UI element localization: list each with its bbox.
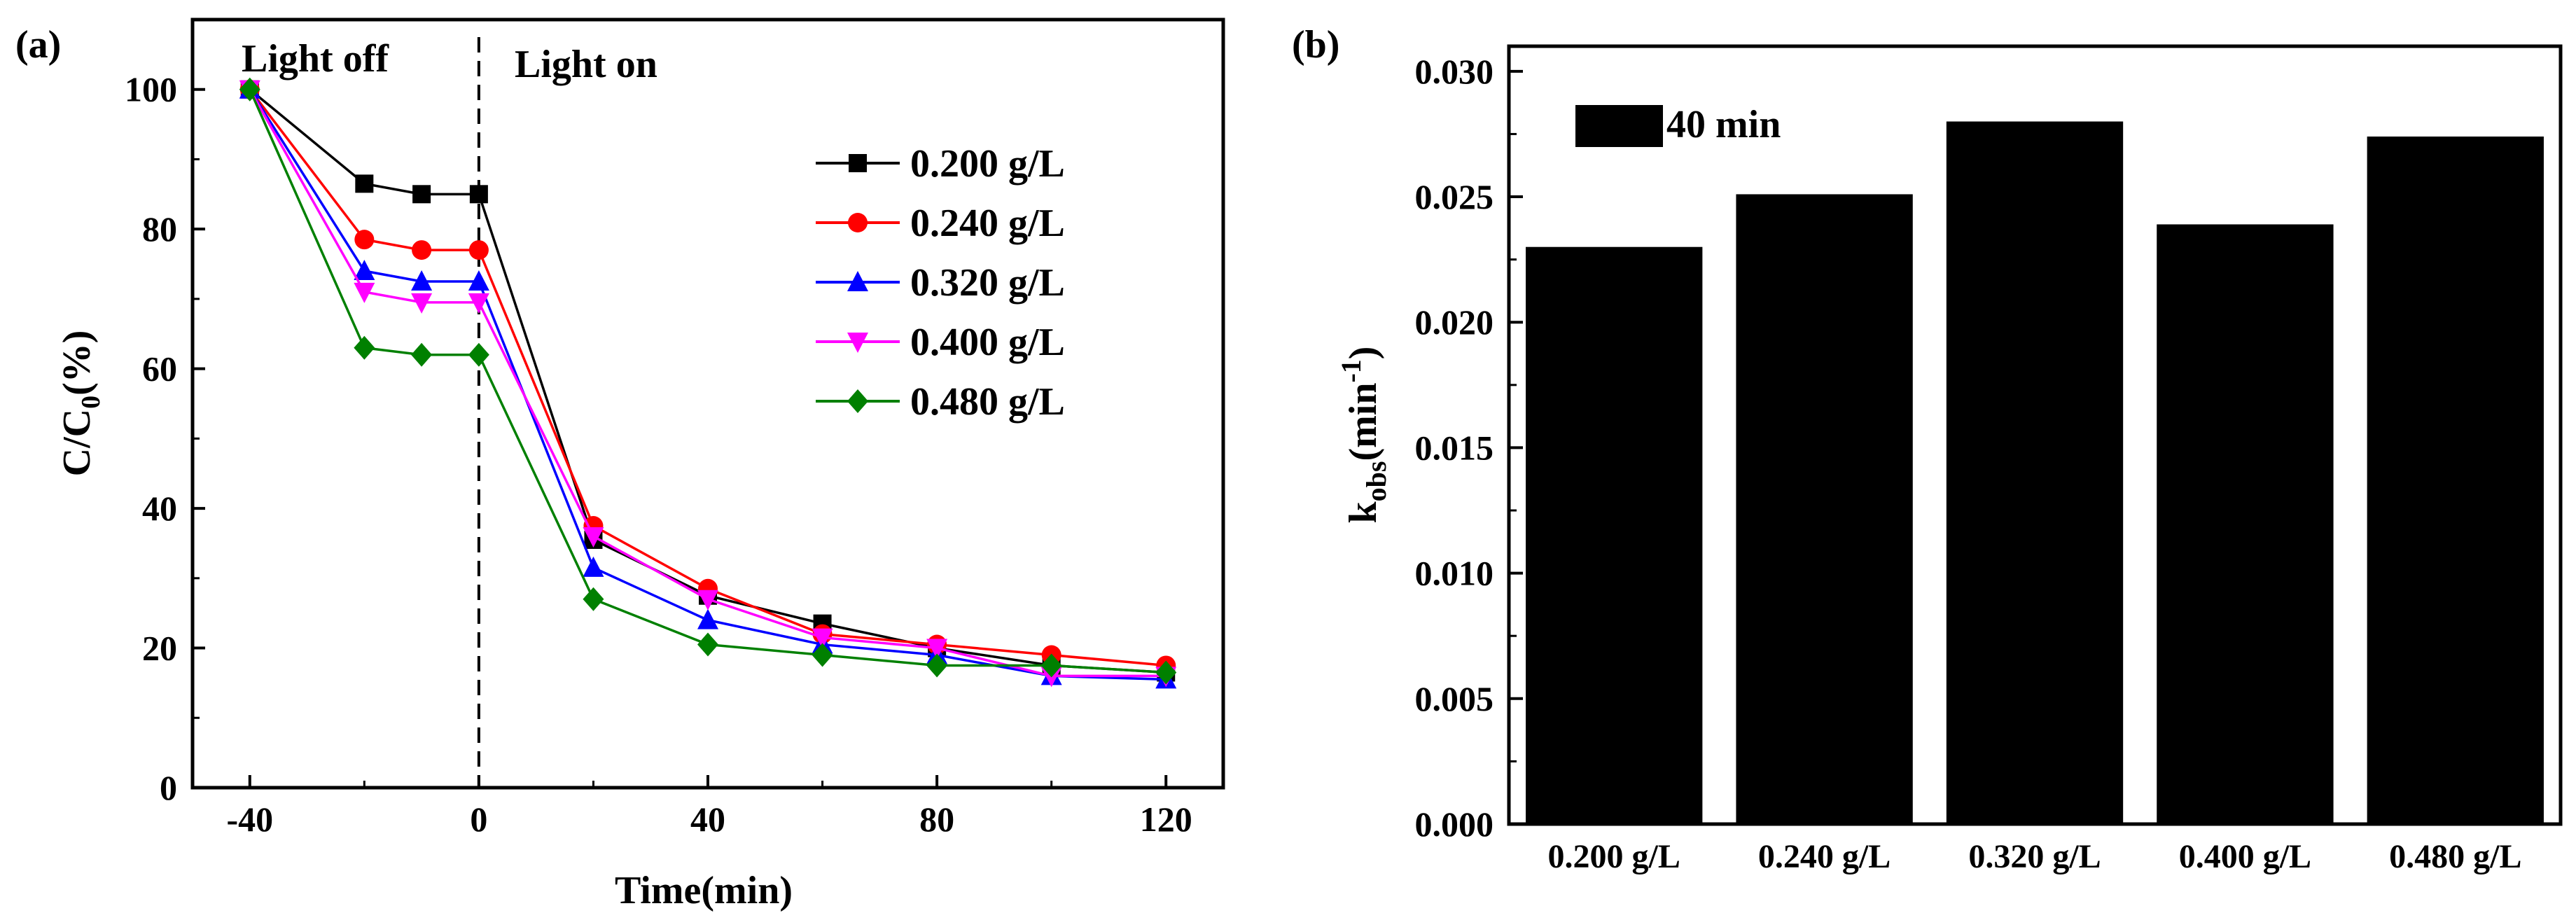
data-point: [354, 260, 375, 281]
data-point: [812, 643, 833, 667]
annotation-light-off: Light off: [242, 37, 389, 81]
axis-ticks-a: -40 0 40 80 120 0 20 40 60 80 100: [125, 70, 1192, 839]
data-point: [697, 608, 718, 629]
x-axis-label-a: Time(min): [615, 869, 793, 912]
x-tick-label-a: 80: [919, 800, 954, 839]
data-point: [354, 335, 375, 360]
bar: [1736, 194, 1913, 825]
y-tick-label-a: 80: [142, 209, 177, 249]
data-point: [1155, 660, 1177, 685]
panel-b-label: (b): [1292, 23, 1339, 67]
data-point: [239, 77, 260, 102]
bar: [2367, 137, 2544, 824]
data-point: [468, 240, 489, 260]
data-point: [412, 240, 432, 260]
y-tick-label-a: 20: [142, 629, 177, 668]
x-tick-label-b: 0.240 g/L: [1758, 838, 1891, 875]
y-tick-label-b: 0.005: [1415, 679, 1494, 718]
data-point: [1040, 653, 1062, 678]
x-tick-label-b: 0.480 g/L: [2389, 838, 2521, 875]
y-axis-label-b: kobs(min-1): [1335, 347, 1392, 524]
data-point: [411, 270, 433, 291]
legend-marker: [849, 154, 867, 172]
x-tick-label-a: -40: [226, 800, 273, 839]
y-tick-label-a: 0: [160, 768, 177, 807]
y-tick-label-a: 100: [125, 70, 177, 109]
legend-marker: [847, 333, 868, 353]
data-point: [411, 342, 433, 367]
x-tick-label-a: 120: [1140, 800, 1192, 839]
bar-chart-panel: (b) 0.0000.0050.0100.0150.0200.0250.0300…: [1292, 23, 2563, 875]
legend-label: 0.200 g/L: [910, 142, 1065, 186]
legend-label: 0.480 g/L: [910, 380, 1065, 424]
bar: [1526, 246, 1703, 824]
legend-label: 0.320 g/L: [910, 261, 1065, 305]
data-point: [468, 342, 489, 367]
axis-ticks-b: 0.000 0.005 0.010 0.015 0.020 0.025 0.030 0.200…: [1415, 52, 2522, 875]
series-line: [249, 88, 1167, 667]
y-tick-label-b: 0.025: [1415, 177, 1494, 216]
series-line: [249, 89, 1167, 674]
legend-marker: [848, 213, 868, 232]
legend-b-swatch: [1575, 105, 1663, 147]
y-tick-label-a: 40: [142, 489, 177, 528]
data-point: [468, 293, 489, 314]
series-group: [239, 77, 1177, 689]
x-tick-label-a: 0: [470, 800, 487, 839]
series-line: [249, 88, 1167, 678]
panel-a-label: (a): [15, 23, 61, 67]
data-point: [469, 185, 488, 204]
x-tick-label-a: 40: [690, 800, 725, 839]
data-point: [354, 282, 375, 303]
bars-group: [1526, 121, 2544, 825]
x-tick-label-b: 0.400 g/L: [2179, 838, 2311, 875]
data-point: [468, 270, 489, 291]
bar: [1946, 121, 2124, 825]
data-point: [697, 590, 718, 611]
data-point: [355, 174, 374, 193]
data-point: [926, 653, 948, 678]
data-point: [583, 527, 604, 548]
y-tick-label-b: 0.015: [1415, 428, 1494, 467]
data-point: [412, 185, 431, 204]
y-tick-label-b: 0.020: [1415, 302, 1494, 342]
y-axis-label-a: C/C0(%): [55, 330, 106, 477]
bar: [2157, 224, 2334, 824]
data-point: [583, 587, 604, 611]
legend-marker: [847, 271, 868, 291]
data-point: [926, 639, 948, 660]
y-tick-label-a: 60: [142, 349, 177, 389]
legend-marker: [847, 389, 868, 413]
data-point: [411, 293, 433, 314]
legend-a: 0.200 g/L 0.240 g/L 0.320 g/L 0.400 g/L 0.48…: [816, 142, 1065, 424]
data-point: [583, 556, 604, 577]
y-tick-label-b: 0.010: [1415, 554, 1494, 593]
legend-label: 0.240 g/L: [910, 202, 1065, 245]
annotation-light-on: Light on: [515, 43, 657, 86]
y-tick-label-b: 0.000: [1415, 804, 1494, 844]
y-tick-label-b: 0.030: [1415, 52, 1494, 91]
data-point: [697, 632, 718, 657]
plot-frame-a: [190, 18, 1225, 790]
x-tick-label-b: 0.200 g/L: [1548, 838, 1680, 875]
x-tick-label-b: 0.320 g/L: [1968, 838, 2101, 875]
line-chart-panel: (a) -40 0 40 80 120 0 20 40 60 80 100 Light off Li…: [15, 18, 1225, 912]
legend-label: 0.400 g/L: [910, 321, 1065, 364]
data-point: [354, 230, 375, 250]
legend-b-label: 40 min: [1666, 103, 1781, 146]
data-point: [812, 628, 833, 649]
